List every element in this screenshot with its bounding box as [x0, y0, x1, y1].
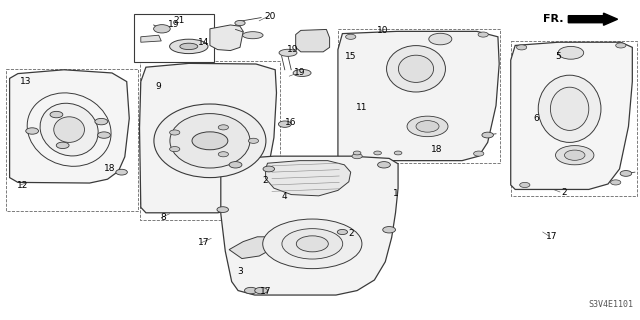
Circle shape [192, 132, 228, 150]
Ellipse shape [538, 75, 601, 142]
Circle shape [50, 111, 63, 118]
Circle shape [218, 125, 228, 130]
Circle shape [374, 151, 381, 155]
Circle shape [482, 132, 493, 138]
Polygon shape [296, 29, 330, 52]
Text: 11: 11 [356, 103, 367, 112]
Text: 5: 5 [556, 52, 561, 60]
Text: 18: 18 [431, 145, 442, 154]
Circle shape [407, 116, 448, 137]
Ellipse shape [387, 46, 445, 92]
Circle shape [263, 166, 275, 172]
Circle shape [98, 132, 111, 138]
Ellipse shape [282, 228, 343, 259]
Circle shape [558, 46, 584, 59]
Ellipse shape [170, 39, 208, 53]
Circle shape [154, 25, 170, 33]
Text: 19: 19 [287, 45, 299, 54]
Circle shape [95, 118, 108, 125]
Text: 3: 3 [237, 268, 243, 276]
Ellipse shape [279, 49, 297, 56]
Circle shape [337, 229, 348, 235]
Ellipse shape [296, 236, 328, 252]
Circle shape [56, 142, 69, 148]
Circle shape [244, 287, 257, 294]
Polygon shape [134, 14, 214, 62]
Polygon shape [221, 156, 398, 295]
Text: 8: 8 [161, 213, 166, 222]
Text: 9: 9 [156, 82, 161, 91]
Circle shape [611, 180, 621, 185]
Circle shape [116, 169, 127, 175]
Circle shape [235, 20, 245, 26]
Circle shape [556, 146, 594, 165]
Circle shape [278, 121, 291, 127]
Circle shape [229, 162, 242, 168]
Text: 13: 13 [20, 77, 31, 86]
Text: 17: 17 [260, 287, 271, 296]
Circle shape [474, 151, 484, 156]
Text: 19: 19 [168, 20, 180, 29]
Circle shape [564, 150, 585, 160]
Ellipse shape [54, 117, 84, 142]
Text: 18: 18 [104, 164, 116, 172]
Circle shape [217, 207, 228, 212]
Circle shape [248, 138, 259, 143]
Ellipse shape [262, 219, 362, 269]
Circle shape [383, 227, 396, 233]
Text: 6: 6 [534, 114, 539, 123]
Circle shape [26, 128, 38, 134]
Polygon shape [141, 35, 161, 42]
Polygon shape [338, 31, 499, 161]
Text: FR.: FR. [543, 14, 563, 24]
Text: 17: 17 [546, 232, 557, 241]
Circle shape [170, 130, 180, 135]
Polygon shape [140, 63, 276, 213]
Text: 2: 2 [348, 229, 353, 238]
Ellipse shape [180, 43, 198, 50]
Polygon shape [266, 161, 351, 196]
Ellipse shape [398, 55, 434, 83]
Text: 14: 14 [198, 38, 209, 47]
Text: S3V4E1101: S3V4E1101 [589, 300, 634, 309]
Ellipse shape [243, 32, 263, 39]
Text: 17: 17 [198, 238, 209, 247]
Circle shape [218, 152, 228, 157]
Text: 2: 2 [263, 176, 268, 185]
Circle shape [346, 34, 356, 39]
Ellipse shape [40, 103, 98, 156]
Polygon shape [229, 237, 274, 259]
Ellipse shape [154, 104, 266, 178]
Circle shape [616, 43, 626, 48]
Text: 1: 1 [393, 189, 398, 198]
Circle shape [394, 151, 402, 155]
Text: 15: 15 [345, 52, 356, 61]
Text: 2: 2 [562, 188, 567, 196]
Text: 10: 10 [377, 26, 388, 35]
Text: 19: 19 [294, 68, 305, 77]
Circle shape [352, 154, 362, 159]
Polygon shape [210, 25, 243, 51]
Circle shape [429, 33, 452, 45]
Circle shape [620, 171, 632, 176]
Text: 12: 12 [17, 181, 28, 190]
Ellipse shape [293, 69, 311, 76]
Circle shape [416, 121, 439, 132]
Circle shape [353, 151, 361, 155]
Polygon shape [10, 70, 129, 183]
Circle shape [378, 162, 390, 168]
Text: 20: 20 [264, 12, 276, 21]
Circle shape [516, 45, 527, 50]
Polygon shape [511, 42, 632, 189]
Text: 16: 16 [285, 118, 297, 127]
Ellipse shape [170, 114, 250, 168]
Circle shape [520, 182, 530, 188]
Ellipse shape [550, 87, 589, 131]
FancyArrow shape [568, 13, 618, 25]
Circle shape [255, 287, 268, 294]
Text: 21: 21 [173, 16, 185, 25]
Text: 4: 4 [282, 192, 287, 201]
Circle shape [478, 32, 488, 37]
Circle shape [170, 147, 180, 152]
